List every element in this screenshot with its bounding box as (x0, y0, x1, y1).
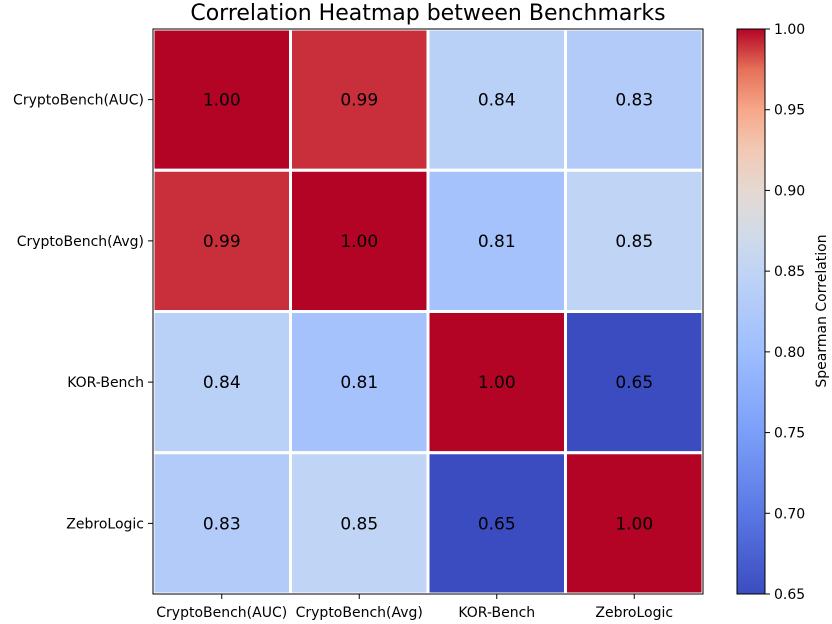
cell-value-label: 1.00 (203, 91, 241, 111)
colorbar-tick-label: 0.95 (774, 103, 805, 119)
colorbar: 0.65 0.70 0.75 0.80 0.85 0.90 0.95 1.00 Spearma… (736, 22, 830, 603)
cell-value-label: 0.84 (478, 91, 516, 111)
y-tick-label: KOR-Bench (67, 375, 144, 391)
colorbar-tick-label: 1.00 (774, 22, 805, 38)
heatmap-cell (564, 310, 705, 455)
cell-value-label: 0.65 (478, 514, 516, 534)
heatmap-cell (564, 451, 705, 596)
y-axis: CryptoBench(AUC) CryptoBench(Avg) KOR-Benc… (13, 93, 153, 532)
cell-value-label: 0.81 (478, 232, 516, 252)
colorbar-ticks: 0.65 0.70 0.75 0.80 0.85 0.90 0.95 1.00 (765, 22, 805, 603)
colorbar-gradient (736, 28, 766, 595)
y-tick-label: CryptoBench(Avg) (17, 234, 144, 250)
heatmap-cells: 1.00 0.99 0.84 0.83 0.99 1.00 0.81 0.85 0.84 0.81… (151, 27, 705, 596)
colorbar-tick-label: 0.70 (774, 506, 805, 522)
plot-frame (152, 28, 704, 595)
cell-value-label: 1.00 (478, 373, 516, 393)
cell-value-label: 0.83 (615, 91, 653, 111)
cell-value-label: 0.84 (203, 373, 241, 393)
x-tick-label: CryptoBench(Avg) (296, 605, 423, 621)
colorbar-tick-label: 0.85 (774, 264, 805, 280)
heatmap-cell (151, 27, 292, 172)
cell-value-label: 1.00 (340, 232, 378, 252)
cell-value-label: 0.99 (340, 91, 378, 111)
colorbar-tick-label: 0.65 (774, 587, 805, 603)
colorbar-tick-label: 0.80 (774, 345, 805, 361)
y-tick-label: ZebroLogic (66, 516, 144, 532)
y-tick-label: CryptoBench(AUC) (13, 93, 144, 109)
chart-title: Correlation Heatmap between Benchmarks (190, 1, 665, 26)
cell-value-label: 0.85 (340, 514, 378, 534)
colorbar-label: Spearman Correlation (814, 234, 830, 387)
heatmap-cell (289, 310, 430, 455)
cell-value-label: 0.99 (203, 232, 241, 252)
x-tick-label: ZebroLogic (595, 605, 673, 621)
heatmap-cell (564, 168, 705, 313)
x-tick-label: KOR-Bench (458, 605, 535, 621)
heatmap-cell (289, 451, 430, 596)
cell-value-label: 1.00 (615, 514, 653, 534)
cell-value-label: 0.81 (340, 373, 378, 393)
colorbar-tick-label: 0.90 (774, 183, 805, 199)
x-tick-label: CryptoBench(AUC) (156, 605, 287, 621)
cell-value-label: 0.85 (615, 232, 653, 252)
cell-value-label: 0.83 (203, 514, 241, 534)
heatmap-cell (289, 27, 430, 172)
heatmap-cell (289, 168, 430, 313)
colorbar-tick-label: 0.75 (774, 426, 805, 442)
cell-value-label: 0.65 (615, 373, 653, 393)
x-axis: CryptoBench(AUC) CryptoBench(Avg) KOR-Benc… (156, 594, 673, 621)
